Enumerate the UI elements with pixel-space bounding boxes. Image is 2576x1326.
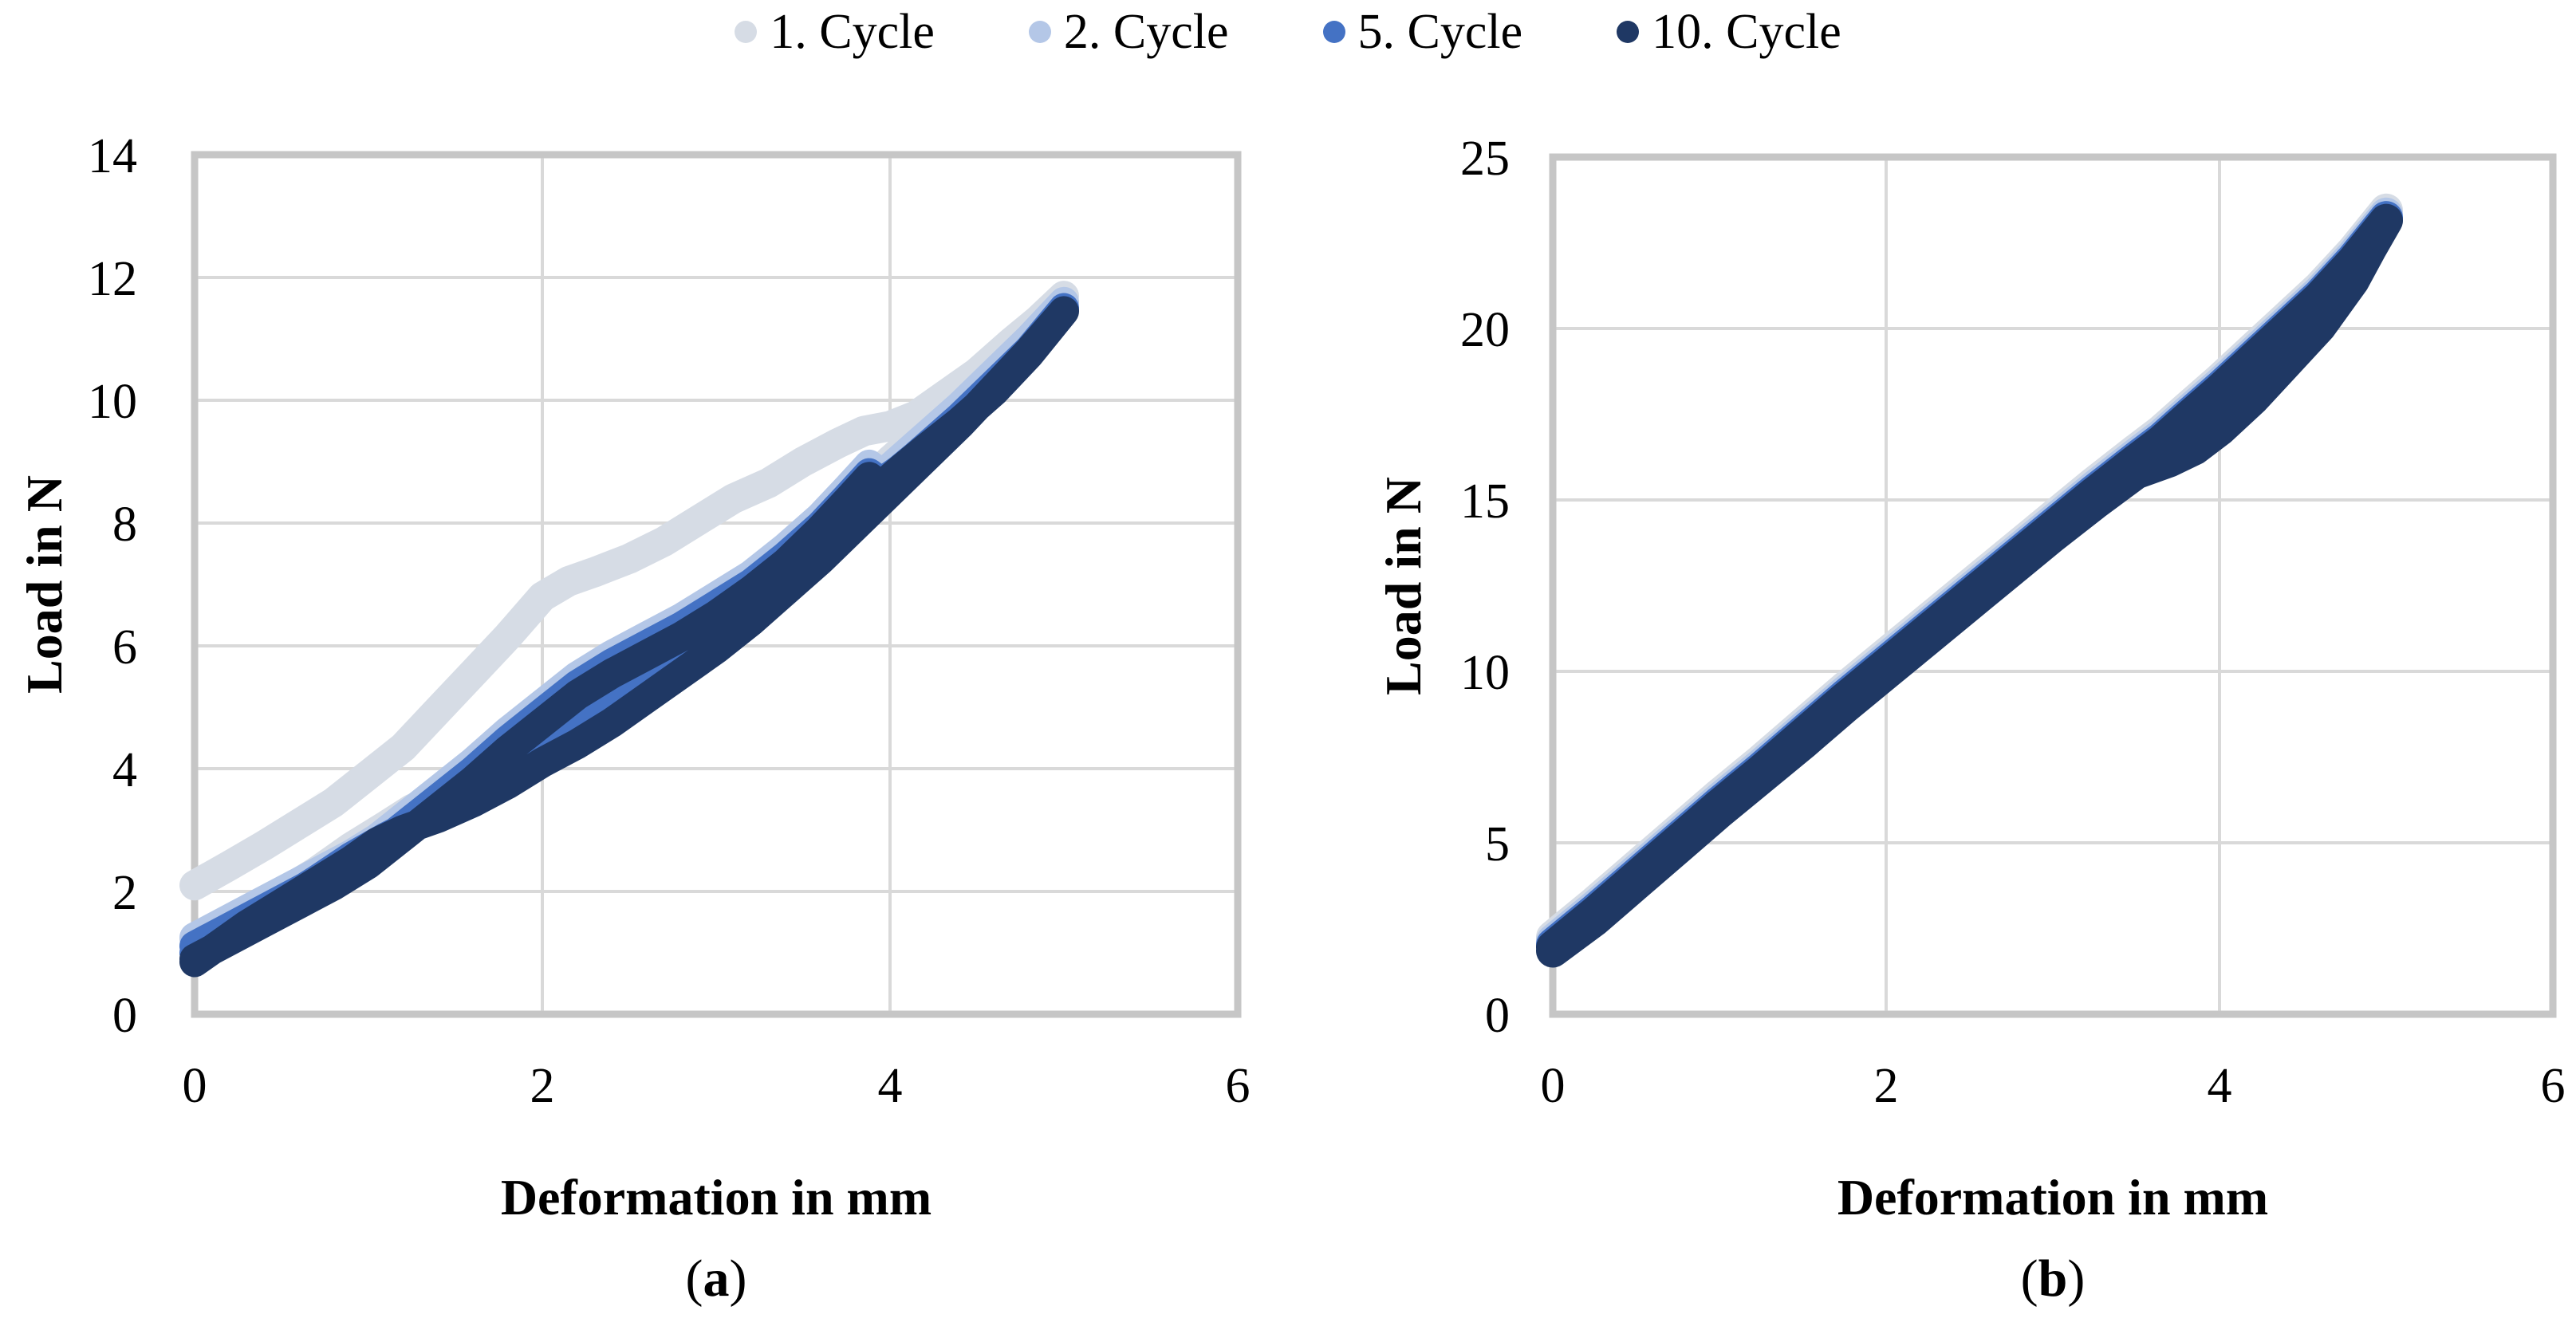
plot-border	[1549, 153, 2557, 1018]
chart-panel-a: 0 2 4 6 8 10 12 14 0 2 4 6	[88, 129, 1251, 1113]
legend-item-2-cycle: 2. Cycle	[1028, 5, 1229, 59]
y-tick-label: 14	[88, 129, 137, 183]
y-tick-label: 8	[112, 498, 137, 552]
x-axis-title-b: Deformation in mm	[1837, 1169, 2269, 1226]
caption-open-paren: (	[2020, 1249, 2038, 1308]
legend-item-1-cycle: 1. Cycle	[735, 7, 935, 57]
caption-letter: b	[2038, 1249, 2068, 1308]
x-axis-title-a: Deformation in mm	[500, 1169, 932, 1226]
x-tick-label: 2	[530, 1059, 555, 1113]
y-tick-label: 10	[88, 375, 137, 429]
y-tick-label: 10	[1460, 646, 1510, 700]
legend-label: 10. Cycle	[1652, 5, 1841, 59]
x-tick-label: 6	[2541, 1059, 2566, 1113]
caption-open-paren: (	[685, 1249, 703, 1308]
panel-caption-a: (a)	[686, 1249, 747, 1309]
x-tick-label: 0	[1541, 1059, 1566, 1113]
y-tick-label: 0	[112, 989, 137, 1043]
series-1-cycle	[179, 281, 1079, 955]
x-tick-label: 0	[183, 1059, 207, 1113]
legend-label: 2. Cycle	[1063, 5, 1229, 59]
x-tick-label: 4	[2208, 1059, 2232, 1113]
legend-marker-icon	[1322, 21, 1345, 43]
plot-border	[191, 151, 1242, 1018]
y-axis-title-b: Load in N	[1375, 477, 1432, 695]
chart-legend: 1. Cycle 2. Cycle 5. Cycle 10. Cycle	[0, 3, 2576, 61]
caption-letter: a	[703, 1249, 730, 1308]
series-10-cycle	[179, 296, 1079, 978]
y-tick-label: 0	[1485, 989, 1510, 1043]
legend-item-10-cycle: 10. Cycle	[1617, 7, 1841, 57]
legend-label: 5. Cycle	[1357, 5, 1523, 59]
y-tick-label: 6	[112, 620, 137, 675]
x-tick-label: 4	[878, 1059, 903, 1113]
y-axis-title-a: Load in N	[16, 475, 73, 694]
y-tick-label: 20	[1460, 303, 1510, 357]
x-tick-label: 6	[1226, 1059, 1251, 1113]
chart-panel-b: 0 5 10 15 20 25 0 2 4 6	[1460, 132, 2566, 1113]
y-tick-label: 15	[1460, 474, 1510, 529]
caption-close-paren: )	[729, 1249, 747, 1308]
legend-item-5-cycle: 5. Cycle	[1322, 5, 1523, 59]
series-10-cycle	[1536, 203, 2403, 968]
caption-close-paren: )	[2067, 1249, 2086, 1308]
y-tick-label: 4	[112, 743, 137, 797]
y-tick-label: 5	[1485, 817, 1510, 872]
legend-label: 1. Cycle	[770, 5, 935, 59]
y-tick-label: 25	[1460, 132, 1510, 186]
x-tick-label: 2	[1874, 1059, 1899, 1113]
panel-caption-b: (b)	[2021, 1249, 2086, 1309]
legend-marker-icon	[1028, 21, 1051, 43]
legend-marker-icon	[735, 21, 758, 43]
y-tick-label: 2	[112, 866, 137, 920]
legend-marker-icon	[1617, 21, 1640, 43]
y-tick-label: 12	[88, 252, 137, 306]
